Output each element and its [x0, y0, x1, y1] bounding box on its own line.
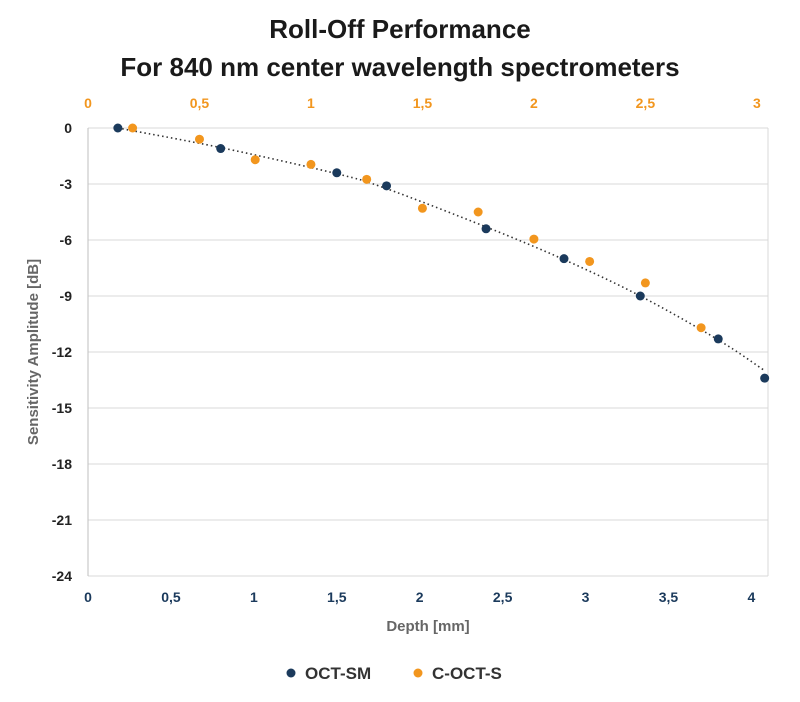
x-top-tick-label: 1: [307, 95, 315, 111]
data-point-c-oct-s: [640, 278, 650, 288]
y-tick-label: 0: [64, 120, 72, 136]
y-tick-label: -9: [60, 288, 73, 304]
x-bottom-tick-label: 0,5: [161, 589, 181, 605]
data-point-c-oct-s: [306, 159, 316, 169]
data-point-c-oct-s: [696, 323, 706, 333]
data-point-oct-sm: [113, 123, 123, 133]
y-tick-label: -24: [52, 568, 72, 584]
x-bottom-tick-label: 3: [582, 589, 590, 605]
x-bottom-tick-label: 1,5: [327, 589, 347, 605]
data-point-oct-sm: [559, 254, 569, 264]
trendline-path: [117, 127, 766, 372]
data-point-c-oct-s: [128, 123, 138, 133]
x-bottom-tick-label: 2,5: [493, 589, 513, 605]
data-point-oct-sm: [760, 373, 770, 383]
x-top-tick-label: 3: [753, 95, 761, 111]
trendline: [117, 127, 766, 372]
data-point-c-oct-s: [473, 207, 483, 217]
x-bottom-tick-label: 1: [250, 589, 258, 605]
x-top-tick-label: 2,5: [636, 95, 656, 111]
x-top-tick-label: 1,5: [413, 95, 433, 111]
y-axis-title: Sensitivity Amplitude [dB]: [25, 259, 42, 445]
data-point-oct-sm: [382, 181, 392, 191]
data-point-c-oct-s: [250, 155, 260, 165]
chart-subtitle: For 840 nm center wavelength spectromete…: [120, 52, 680, 82]
x-top-tick-label: 0: [84, 95, 92, 111]
data-point-c-oct-s: [585, 256, 595, 266]
gridlines: [88, 127, 769, 577]
data-point-oct-sm: [216, 144, 226, 154]
y-tick-label: -12: [52, 344, 72, 360]
y-tick-label: -18: [52, 456, 72, 472]
x-top-tick-label: 2: [530, 95, 538, 111]
chart-title: Roll-Off Performance: [269, 14, 531, 44]
data-point-c-oct-s: [417, 203, 427, 213]
y-tick-label: -15: [52, 400, 72, 416]
tick-labels: 0 -3 -6 -9 -12 -15 -18 -21 -24 0 0,5 1 1,5 2 2,5 3 3,5 4 0…: [52, 95, 761, 605]
x-bottom-tick-label: 2: [416, 589, 424, 605]
y-tick-label: -6: [60, 232, 73, 248]
data-point-oct-sm: [481, 224, 491, 234]
x-bottom-tick-label: 4: [748, 589, 756, 605]
legend-label-c-oct-s: C-OCT-S: [432, 664, 502, 683]
y-tick-label: -3: [60, 176, 73, 192]
data-point-oct-sm: [635, 291, 645, 301]
data-point-c-oct-s: [362, 174, 372, 184]
data-point-oct-sm: [332, 168, 342, 178]
data-point-c-oct-s: [194, 134, 204, 144]
x-bottom-tick-label: 3,5: [659, 589, 679, 605]
legend: OCT-SM C-OCT-S: [286, 664, 502, 683]
y-tick-label: -21: [52, 512, 72, 528]
x-bottom-tick-label: 0: [84, 589, 92, 605]
legend-marker-oct-sm: [286, 668, 296, 678]
x-top-tick-label: 0,5: [190, 95, 210, 111]
data-points: [113, 123, 770, 383]
x-axis-title: Depth [mm]: [386, 618, 469, 635]
data-point-c-oct-s: [529, 234, 539, 244]
legend-label-oct-sm: OCT-SM: [305, 664, 371, 683]
legend-marker-c-oct-s: [413, 668, 423, 678]
data-point-oct-sm: [713, 334, 723, 344]
